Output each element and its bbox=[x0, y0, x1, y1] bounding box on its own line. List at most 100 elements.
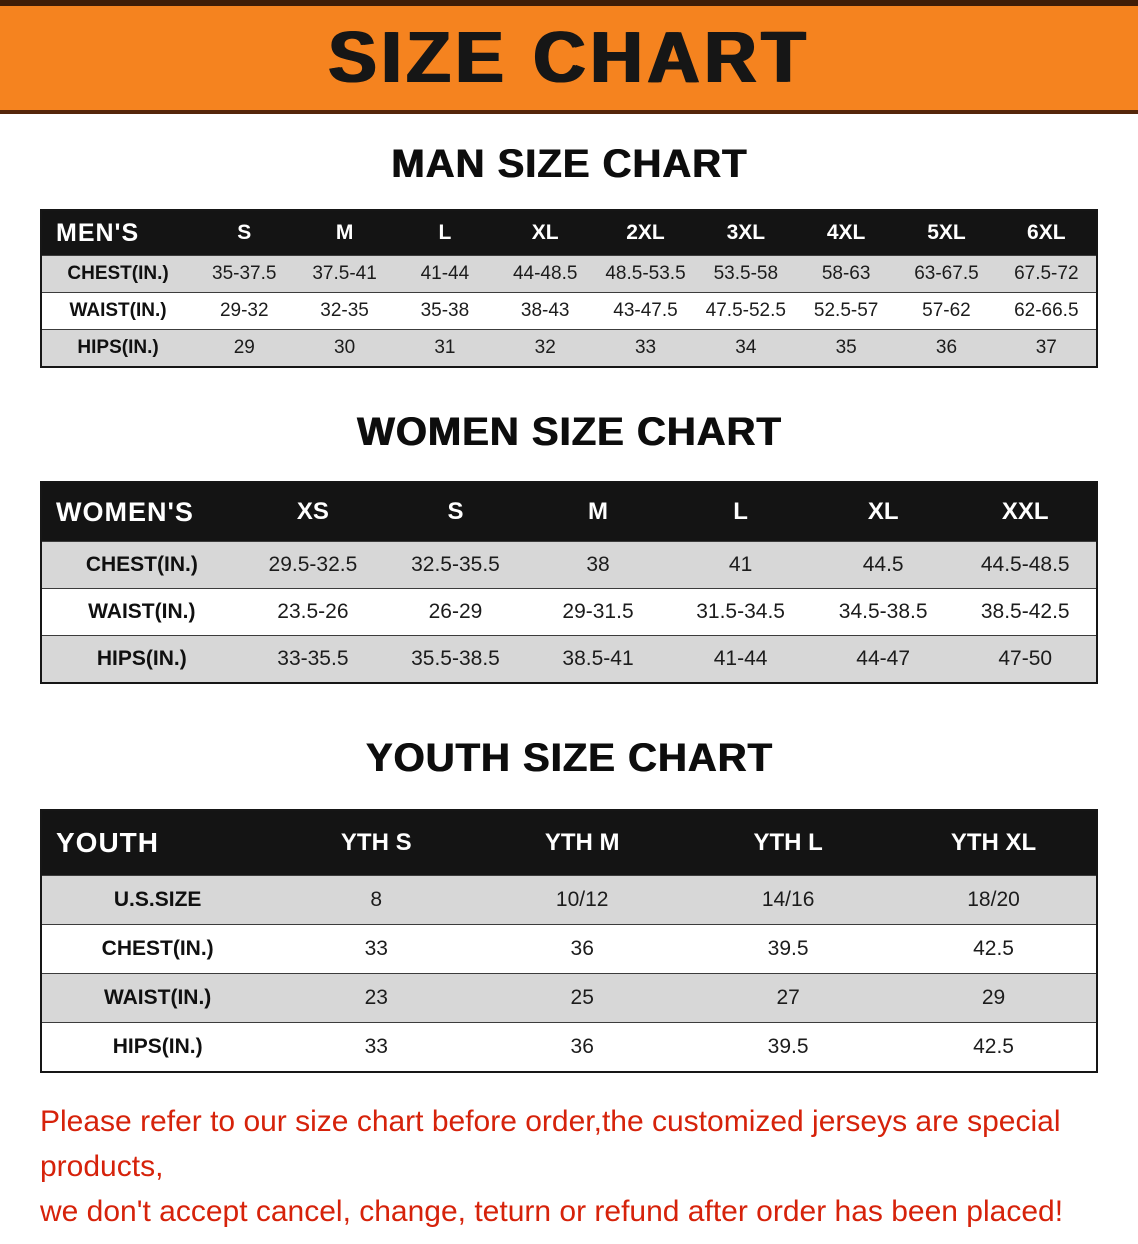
value-cell: 35-38 bbox=[420, 300, 470, 321]
value-cell: 67.5-72 bbox=[1014, 263, 1079, 284]
row-label: HIPS(IN.) bbox=[96, 647, 187, 670]
value-cell: 42.5 bbox=[973, 937, 1014, 960]
row-label: HIPS(IN.) bbox=[112, 1035, 203, 1058]
section-heading: YOUTH SIZE CHART bbox=[365, 736, 773, 780]
table-row: HIPS(IN.) 33 36 39.5 42.5 bbox=[41, 1022, 1097, 1072]
table-row: CHEST(IN.) 33 36 39.5 42.5 bbox=[41, 924, 1097, 974]
table-row: WAIST(IN.) 29-32 32-35 35-38 38-43 43-47.5 47.… bbox=[41, 292, 1097, 330]
value-cell: 44.5-48.5 bbox=[980, 553, 1070, 576]
row-label: WAIST(IN.) bbox=[88, 600, 196, 623]
row-label: CHEST(IN.) bbox=[85, 553, 198, 576]
table-size-header: XL bbox=[811, 482, 955, 542]
table-size-header: YTH S bbox=[273, 810, 480, 876]
value-cell: 41-44 bbox=[713, 647, 768, 670]
value-cell: 33 bbox=[634, 337, 657, 358]
value-cell: 33 bbox=[364, 937, 388, 960]
value-cell: 23.5-26 bbox=[277, 600, 349, 623]
table-size-header: 3XL bbox=[695, 210, 796, 256]
size-chart-section: YOUTH SIZE CHART YOUTH YTH S YTH M YTH L YTH … bbox=[0, 736, 1138, 1073]
page-title: SIZE CHART bbox=[328, 18, 810, 98]
value-cell: 29.5-32.5 bbox=[268, 553, 358, 576]
value-cell: 29 bbox=[981, 986, 1006, 1009]
value-cell: 39.5 bbox=[767, 937, 809, 960]
value-cell: 48.5-53.5 bbox=[605, 263, 686, 284]
table-size-header: 4XL bbox=[795, 210, 897, 256]
value-cell: 38-43 bbox=[520, 300, 570, 321]
table-row: CHEST(IN.) 35-37.5 37.5-41 41-44 44-48.5 48.5… bbox=[41, 255, 1097, 293]
value-cell: 35-37.5 bbox=[212, 263, 277, 284]
value-cell: 36 bbox=[570, 937, 594, 960]
value-cell: 14/16 bbox=[761, 888, 815, 911]
value-cell: 44.5 bbox=[862, 553, 904, 576]
table-group-header: MEN'S bbox=[41, 210, 195, 256]
table-header-row: YOUTH YTH S YTH M YTH L YTH XL bbox=[41, 810, 1097, 876]
table-row: U.S.SIZE 8 10/12 14/16 18/20 bbox=[41, 875, 1097, 925]
value-cell: 36 bbox=[570, 1035, 594, 1058]
disclaimer: Please refer to our size chart before or… bbox=[40, 1099, 1098, 1234]
value-cell: 29 bbox=[233, 337, 255, 358]
value-cell: 8 bbox=[370, 888, 383, 911]
disclaimer-line-2: we don't accept cancel, change, teturn o… bbox=[40, 1195, 1064, 1228]
charts-container: MAN SIZE CHART MEN'S S M L XL 2XL 3XL 4XL 5XL 6XL C… bbox=[0, 142, 1138, 1073]
disclaimer-line-1: Please refer to our size chart before or… bbox=[40, 1105, 1061, 1183]
value-cell: 37 bbox=[1035, 337, 1057, 358]
table-size-header: XS bbox=[241, 482, 385, 542]
row-label: U.S.SIZE bbox=[113, 888, 202, 911]
size-table: YOUTH YTH S YTH M YTH L YTH XL U.S.SIZE 8 10/12… bbox=[40, 809, 1098, 1073]
banner: SIZE CHART bbox=[0, 0, 1138, 114]
value-cell: 38.5-42.5 bbox=[980, 600, 1070, 623]
value-cell: 34 bbox=[735, 337, 757, 358]
value-cell: 27 bbox=[776, 986, 800, 1009]
value-cell: 43-47.5 bbox=[613, 300, 678, 321]
table-header-row: MEN'S S M L XL 2XL 3XL 4XL 5XL 6XL bbox=[41, 210, 1097, 256]
table-row: WAIST(IN.) 23 25 27 29 bbox=[41, 973, 1097, 1023]
table-size-header: L bbox=[394, 210, 496, 256]
table-size-header: 2XL bbox=[595, 210, 696, 256]
size-table: MEN'S S M L XL 2XL 3XL 4XL 5XL 6XL CHEST(IN.) 35-37… bbox=[40, 209, 1098, 368]
value-cell: 26-29 bbox=[428, 600, 483, 623]
row-label: HIPS(IN.) bbox=[77, 337, 159, 358]
table-size-header: S bbox=[194, 210, 295, 256]
size-table: WOMEN'S XS S M L XL XXL CHEST(IN.) 29.5-32.5 32.5… bbox=[40, 481, 1098, 684]
value-cell: 44-48.5 bbox=[512, 263, 578, 284]
value-cell: 44-47 bbox=[856, 647, 911, 670]
table-size-header: S bbox=[384, 482, 527, 542]
value-cell: 41-44 bbox=[420, 263, 470, 284]
table-row: CHEST(IN.) 29.5-32.5 32.5-35.5 38 41 44.5 44.5… bbox=[41, 541, 1097, 589]
value-cell: 52.5-57 bbox=[813, 300, 879, 321]
table-size-header: XL bbox=[495, 210, 596, 256]
table-row: WAIST(IN.) 23.5-26 26-29 29-31.5 31.5-34.5 34… bbox=[41, 588, 1097, 636]
value-cell: 33-35.5 bbox=[277, 647, 349, 670]
value-cell: 57-62 bbox=[922, 300, 971, 321]
value-cell: 31 bbox=[434, 337, 456, 358]
value-cell: 62-66.5 bbox=[1014, 300, 1079, 321]
section-heading: MAN SIZE CHART bbox=[390, 142, 748, 186]
table-group-header: WOMEN'S bbox=[41, 482, 242, 542]
table-row: HIPS(IN.) 33-35.5 35.5-38.5 38.5-41 41-44 44-… bbox=[41, 635, 1097, 683]
value-cell: 32 bbox=[534, 337, 556, 358]
table-size-header: YTH L bbox=[685, 810, 892, 876]
value-cell: 29-31.5 bbox=[562, 600, 634, 623]
row-label: WAIST(IN.) bbox=[103, 986, 212, 1009]
value-cell: 35 bbox=[835, 337, 857, 358]
value-cell: 35.5-38.5 bbox=[411, 647, 500, 670]
value-cell: 25 bbox=[570, 986, 594, 1009]
value-cell: 36 bbox=[935, 337, 958, 358]
value-cell: 23 bbox=[364, 986, 388, 1009]
table-size-header: XXL bbox=[954, 482, 1097, 542]
table-header-row: WOMEN'S XS S M L XL XXL bbox=[41, 482, 1097, 542]
row-label: CHEST(IN.) bbox=[67, 263, 169, 284]
table-size-header: YTH XL bbox=[891, 810, 1097, 876]
value-cell: 47.5-52.5 bbox=[705, 300, 786, 321]
value-cell: 30 bbox=[334, 337, 356, 358]
row-label: CHEST(IN.) bbox=[101, 937, 214, 960]
value-cell: 38.5-41 bbox=[562, 647, 634, 670]
value-cell: 33 bbox=[364, 1035, 388, 1058]
table-size-header: 5XL bbox=[896, 210, 997, 256]
value-cell: 18/20 bbox=[967, 888, 1020, 911]
value-cell: 37.5-41 bbox=[312, 263, 377, 284]
value-cell: 42.5 bbox=[973, 1035, 1014, 1058]
table-group-header: YOUTH bbox=[41, 810, 274, 876]
size-chart-section: WOMEN SIZE CHART WOMEN'S XS S M L XL XXL CHEST(I… bbox=[0, 410, 1138, 684]
